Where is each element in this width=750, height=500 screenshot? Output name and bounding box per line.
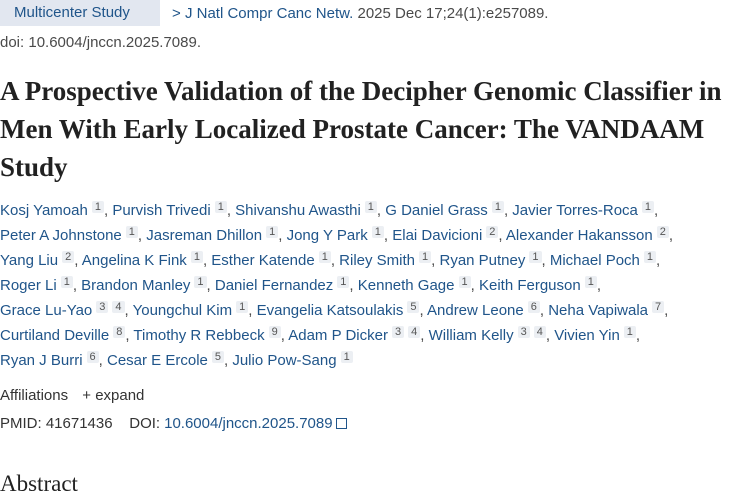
affiliation-ref[interactable]: 1 [529, 251, 542, 263]
affiliation-ref[interactable]: 4 [112, 301, 125, 313]
affiliation-ref[interactable]: 3 [391, 326, 405, 338]
affiliation-ref[interactable]: 8 [113, 326, 126, 338]
affiliation-ref[interactable]: 1 [371, 226, 384, 238]
affiliation-ref[interactable]: 2 [62, 251, 75, 263]
author-link[interactable]: Angelina K Fink [81, 252, 187, 269]
author-link[interactable]: Jong Y Park [286, 227, 368, 244]
abstract-heading: Abstract [0, 471, 78, 496]
author-line: Yang Liu 2, Angelina K Fink 1, Esther Kate… [0, 251, 661, 269]
author-link[interactable]: Peter A Johnstone [0, 227, 122, 244]
author-line: Kosj Yamoah 1, Purvish Trivedi 1, Shivansh… [0, 201, 659, 219]
author-link[interactable]: Neha Vapiwala [548, 302, 649, 319]
doi-link-text[interactable]: 10.6004/jnccn.2025.7089 [164, 415, 333, 432]
author-link[interactable]: Kenneth Gage [357, 277, 455, 294]
affiliation-ref[interactable]: 1 [266, 226, 279, 238]
affiliation-ref[interactable]: 1 [194, 276, 207, 288]
author-link[interactable]: Esther Katende [211, 252, 315, 269]
author-link[interactable]: Yang Liu [0, 252, 59, 269]
doi-line: doi: 10.6004/jnccn.2025.7089. [0, 34, 201, 51]
author-link[interactable]: Keith Ferguson [478, 277, 581, 294]
journal-name[interactable]: J Natl Compr Canc Netw. [184, 4, 354, 22]
pmid-value: 41671436 [45, 415, 113, 432]
affiliation-ref[interactable]: 6 [527, 301, 540, 313]
affiliation-ref[interactable]: 1 [491, 201, 504, 213]
affiliation-ref[interactable]: 2 [656, 226, 669, 238]
affiliation-ref[interactable]: 1 [419, 251, 432, 263]
affiliation-ref[interactable]: 1 [364, 201, 377, 213]
affiliation-ref[interactable]: 3 [96, 301, 109, 313]
author-link[interactable]: Elai Davicioni [392, 227, 483, 244]
author-line: Ryan J Burri 6, Cesar E Ercole 5, Julio Po… [0, 348, 745, 373]
author-link[interactable]: Evangelia Katsoulakis [256, 302, 404, 319]
author-link[interactable]: Shivanshu Awasthi [235, 202, 361, 219]
affiliation-ref[interactable]: 1 [340, 351, 353, 363]
affiliation-ref[interactable]: 1 [60, 276, 73, 288]
doi-label: DOI: [129, 415, 161, 432]
affiliation-ref[interactable]: 1 [458, 276, 471, 288]
author-link[interactable]: Julio Pow-Sang [232, 352, 337, 369]
citation-bar: Multicenter Study > J Natl Compr Canc Ne… [0, 0, 750, 26]
affiliation-ref[interactable]: 1 [641, 201, 655, 213]
affiliation-ref[interactable]: 6 [86, 351, 99, 363]
author-link[interactable]: Alexander Hakansson [505, 227, 653, 244]
affiliation-ref[interactable]: 1 [318, 251, 331, 263]
author-line: Roger Li 1, Brandon Manley 1, Daniel Ferna… [0, 276, 601, 294]
author-link[interactable]: Purvish Trivedi [112, 202, 211, 219]
identifiers: PMID: 41671436 DOI: 10.6004/jnccn.2025.70… [0, 414, 750, 434]
author-link[interactable]: G Daniel Grass [385, 202, 488, 219]
author-link[interactable]: Ryan Putney [439, 252, 526, 269]
publication-type-badge: Multicenter Study [0, 0, 160, 26]
affiliation-ref[interactable]: 9 [268, 326, 281, 338]
citation: > J Natl Compr Canc Netw. 2025 Dec 17;24… [172, 5, 548, 22]
authors-list: Kosj Yamoah 1, Purvish Trivedi 1, Shivansh… [0, 198, 745, 373]
author-link[interactable]: William Kelly [428, 327, 514, 344]
affiliation-ref[interactable]: 4 [408, 326, 421, 338]
author-link[interactable]: Daniel Fernandez [214, 277, 334, 294]
citation-details: 2025 Dec 17;24(1):e257089. [357, 4, 549, 22]
affiliation-ref[interactable]: 7 [652, 301, 665, 313]
author-link[interactable]: Jasreman Dhillon [146, 227, 263, 244]
affiliation-ref[interactable]: 4 [533, 326, 546, 338]
author-link[interactable]: Youngchul Kim [132, 302, 233, 319]
affiliation-ref[interactable]: 2 [486, 226, 499, 238]
affiliation-ref[interactable]: 5 [211, 351, 224, 363]
author-link[interactable]: Brandon Manley [81, 277, 191, 294]
author-link[interactable]: Javier Torres-Roca [512, 202, 638, 219]
affiliation-ref[interactable]: 1 [643, 251, 657, 263]
author-link[interactable]: Vivien Yin [554, 327, 620, 344]
affiliation-ref[interactable]: 3 [517, 326, 530, 338]
affiliations: Affiliations + expand [0, 386, 750, 406]
author-line: Grace Lu-Yao 3 4, Youngchul Kim 1, Evangeli… [0, 301, 669, 319]
affiliations-label: Affiliations [0, 387, 69, 404]
author-line: Curtiland Deville 8, Timothy R Rebbeck 9, … [0, 326, 641, 344]
doi-link[interactable]: 10.6004/jnccn.2025.7089 [164, 415, 347, 432]
affiliation-ref[interactable]: 1 [584, 276, 597, 288]
author-link[interactable]: Grace Lu-Yao [0, 302, 93, 319]
author-link[interactable]: Kosj Yamoah [0, 202, 88, 219]
pmid-label: PMID: [0, 415, 42, 432]
affiliation-ref[interactable]: 1 [190, 251, 203, 263]
affiliation-ref[interactable]: 1 [337, 276, 350, 288]
affiliation-ref[interactable]: 1 [623, 326, 636, 338]
author-link[interactable]: Curtiland Deville [0, 327, 110, 344]
author-link[interactable]: Adam P Dicker [288, 327, 388, 344]
author-link[interactable]: Timothy R Rebbeck [133, 327, 265, 344]
author-link[interactable]: Cesar E Ercole [107, 352, 208, 369]
author-link[interactable]: Andrew Leone [427, 302, 524, 319]
author-link[interactable]: Riley Smith [339, 252, 416, 269]
author-link[interactable]: Ryan J Burri [0, 352, 83, 369]
affiliation-ref[interactable]: 1 [236, 301, 249, 313]
author-link[interactable]: Michael Poch [549, 252, 640, 269]
affiliation-ref[interactable]: 1 [91, 201, 104, 213]
affiliation-ref[interactable]: 1 [125, 226, 138, 238]
expand-affiliations-button[interactable]: + expand [82, 387, 145, 404]
affiliation-ref[interactable]: 5 [407, 301, 420, 313]
journal-link[interactable]: > J Natl Compr Canc Netw. [172, 4, 354, 22]
external-link-icon[interactable] [335, 418, 347, 429]
author-line: Peter A Johnstone 1, Jasreman Dhillon 1, J… [0, 226, 673, 244]
author-link[interactable]: Roger Li [0, 277, 57, 294]
article-title: A Prospective Validation of the Decipher… [0, 76, 722, 182]
affiliation-ref[interactable]: 1 [214, 201, 227, 213]
